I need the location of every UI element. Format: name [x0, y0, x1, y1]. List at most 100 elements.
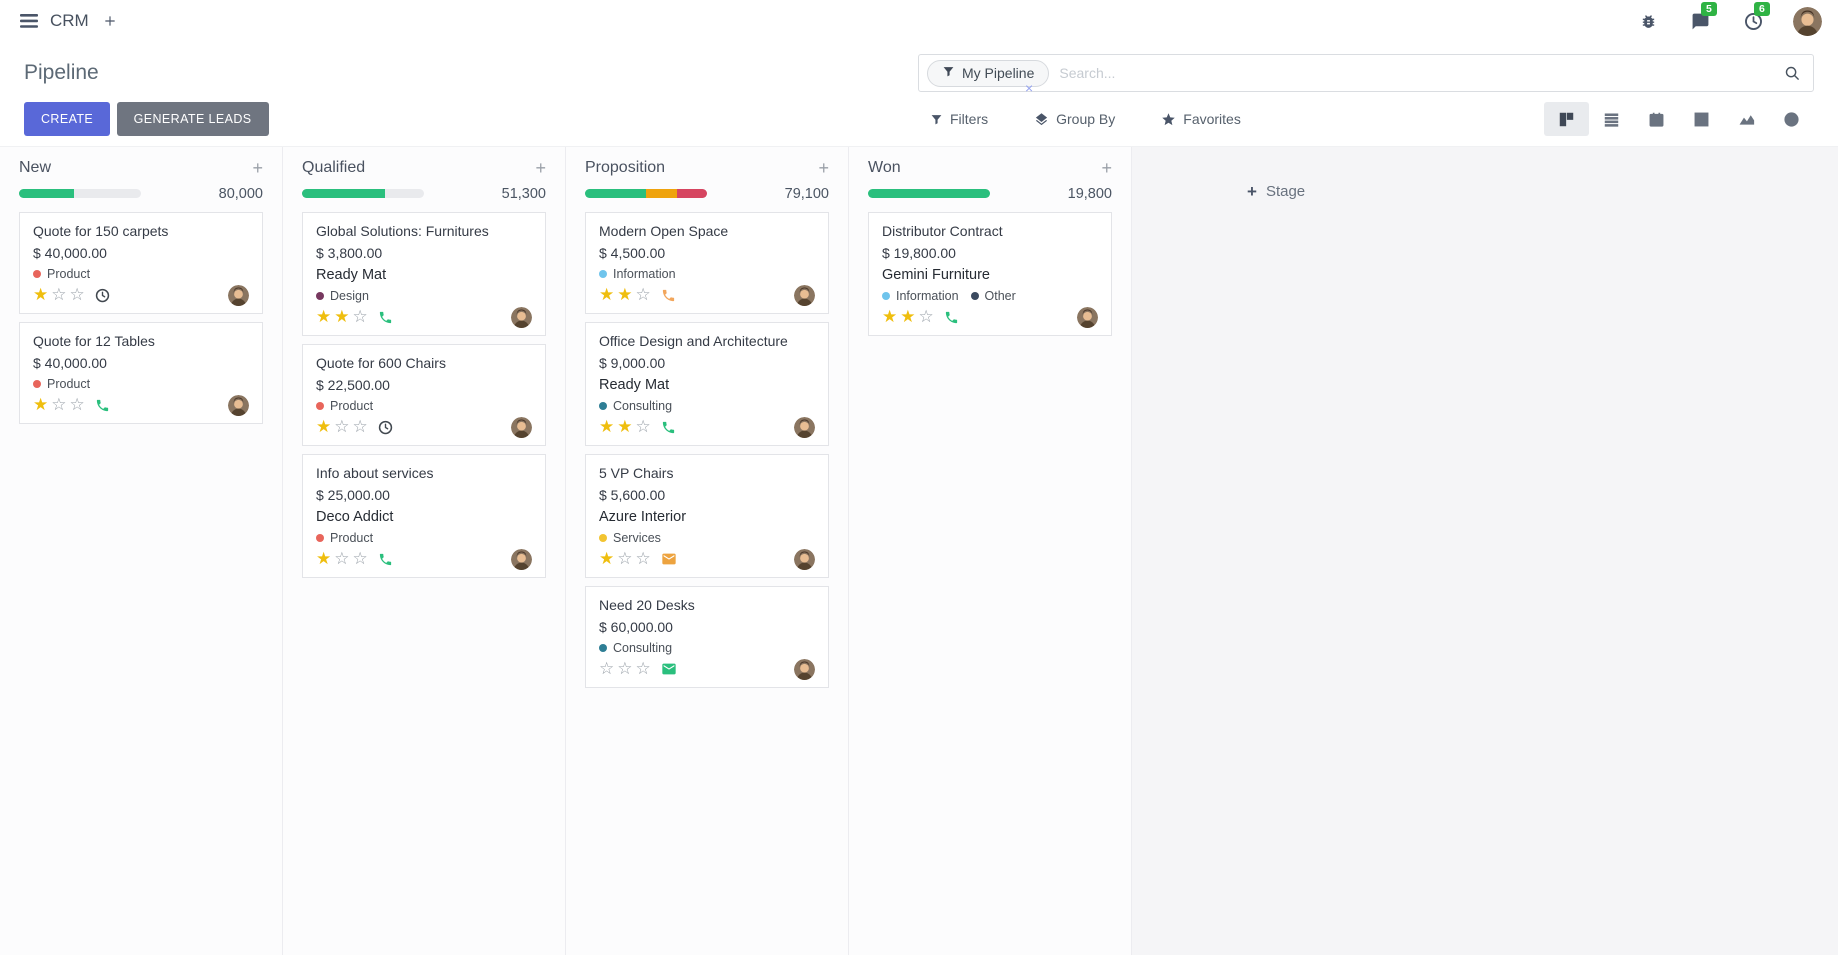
activity-phone-icon[interactable] — [378, 552, 393, 567]
activity-envelope-icon[interactable] — [661, 551, 677, 567]
star-empty-icon[interactable]: ☆ — [69, 395, 88, 414]
column-progressbar[interactable] — [585, 189, 707, 198]
group-by-menu[interactable]: Group By — [1034, 111, 1115, 127]
favorites-menu[interactable]: Favorites — [1161, 111, 1241, 127]
user-avatar[interactable] — [1793, 6, 1822, 36]
star-filled-icon[interactable]: ★ — [316, 417, 335, 436]
column-progressbar[interactable] — [19, 189, 141, 198]
priority-stars[interactable]: ★☆☆ — [33, 284, 88, 306]
salesperson-avatar[interactable] — [794, 284, 815, 306]
priority-stars[interactable]: ★☆☆ — [316, 548, 371, 570]
quick-create-icon[interactable]: + — [535, 158, 546, 178]
priority-stars[interactable]: ★☆☆ — [599, 548, 654, 570]
kanban-card[interactable]: Quote for 12 Tables $ 40,000.00 Product ★☆☆ — [19, 322, 263, 424]
quick-create-icon[interactable]: + — [818, 158, 829, 178]
star-empty-icon[interactable]: ☆ — [617, 659, 636, 678]
salesperson-avatar[interactable] — [794, 658, 815, 680]
quick-create-icon[interactable]: + — [252, 158, 263, 178]
star-empty-icon[interactable]: ☆ — [69, 285, 88, 304]
kanban-card[interactable]: Info about services $ 25,000.00 Deco Addic… — [302, 454, 546, 578]
salesperson-avatar[interactable] — [511, 306, 532, 328]
activity-phone-icon[interactable] — [661, 420, 676, 435]
salesperson-avatar[interactable] — [794, 548, 815, 570]
salesperson-avatar[interactable] — [511, 548, 532, 570]
star-empty-icon[interactable]: ☆ — [635, 549, 654, 568]
priority-stars[interactable]: ★★☆ — [882, 306, 937, 328]
salesperson-avatar[interactable] — [228, 284, 249, 306]
activity-phone-icon[interactable] — [378, 310, 393, 325]
star-filled-icon[interactable]: ★ — [617, 285, 636, 304]
star-empty-icon[interactable]: ☆ — [635, 659, 654, 678]
view-activity-icon[interactable] — [1769, 102, 1814, 136]
quick-create-icon[interactable]: + — [1101, 158, 1112, 178]
star-empty-icon[interactable]: ☆ — [51, 395, 70, 414]
activity-phone-icon[interactable] — [944, 310, 959, 325]
column-progressbar[interactable] — [302, 189, 424, 198]
activity-phone-icon[interactable] — [661, 288, 676, 303]
salesperson-avatar[interactable] — [228, 394, 249, 416]
view-list-icon[interactable] — [1589, 102, 1634, 136]
star-empty-icon[interactable]: ☆ — [352, 307, 371, 326]
star-empty-icon[interactable]: ☆ — [51, 285, 70, 304]
star-empty-icon[interactable]: ☆ — [352, 549, 371, 568]
kanban-card[interactable]: Distributor Contract $ 19,800.00 Gemini Fu… — [868, 212, 1112, 336]
star-filled-icon[interactable]: ★ — [334, 307, 353, 326]
salesperson-avatar[interactable] — [794, 416, 815, 438]
star-filled-icon[interactable]: ★ — [33, 395, 52, 414]
view-calendar-icon[interactable] — [1634, 102, 1679, 136]
activity-phone-icon[interactable] — [95, 398, 110, 413]
facet-remove-icon[interactable]: × — [1025, 80, 1034, 96]
search-input[interactable] — [1049, 65, 1784, 81]
star-filled-icon[interactable]: ★ — [33, 285, 52, 304]
kanban-card[interactable]: Modern Open Space $ 4,500.00 Information ★★… — [585, 212, 829, 314]
star-empty-icon[interactable]: ☆ — [635, 417, 654, 436]
app-name[interactable]: CRM — [50, 11, 89, 30]
kanban-card[interactable]: Quote for 150 carpets $ 40,000.00 Product ★… — [19, 212, 263, 314]
priority-stars[interactable]: ★★☆ — [316, 306, 371, 328]
kanban-card[interactable]: Need 20 Desks $ 60,000.00 Consulting ☆☆☆ — [585, 586, 829, 688]
messages-button[interactable]: 5 — [1687, 1, 1717, 35]
generate-leads-button[interactable]: GENERATE LEADS — [116, 102, 269, 136]
star-filled-icon[interactable]: ★ — [900, 307, 919, 326]
priority-stars[interactable]: ★☆☆ — [316, 416, 371, 438]
kanban-card[interactable]: Global Solutions: Furnitures $ 3,800.00 Re… — [302, 212, 546, 336]
hamburger-menu-icon[interactable] — [16, 9, 42, 33]
view-pivot-icon[interactable] — [1679, 102, 1724, 136]
activity-clock-icon[interactable] — [95, 288, 110, 303]
star-empty-icon[interactable]: ☆ — [334, 417, 353, 436]
star-empty-icon[interactable]: ☆ — [352, 417, 371, 436]
view-kanban-icon[interactable] — [1544, 102, 1589, 136]
salesperson-avatar[interactable] — [511, 416, 532, 438]
star-filled-icon[interactable]: ★ — [316, 549, 335, 568]
star-filled-icon[interactable]: ★ — [316, 307, 335, 326]
star-empty-icon[interactable]: ☆ — [635, 285, 654, 304]
priority-stars[interactable]: ☆☆☆ — [599, 658, 654, 680]
salesperson-avatar[interactable] — [1077, 306, 1098, 328]
priority-stars[interactable]: ★★☆ — [599, 284, 654, 306]
search-icon[interactable] — [1784, 65, 1801, 82]
kanban-card[interactable]: 5 VP Chairs $ 5,600.00 Azure Interior Servi… — [585, 454, 829, 578]
star-filled-icon[interactable]: ★ — [617, 417, 636, 436]
kanban-card[interactable]: Office Design and Architecture $ 9,000.00… — [585, 322, 829, 446]
search-facet-my-pipeline[interactable]: My Pipeline — [927, 59, 1050, 87]
activity-envelope-icon[interactable] — [661, 661, 677, 677]
star-filled-icon[interactable]: ★ — [599, 417, 618, 436]
debug-bug-icon[interactable] — [1636, 9, 1661, 34]
view-graph-icon[interactable] — [1724, 102, 1769, 136]
star-filled-icon[interactable]: ★ — [599, 549, 618, 568]
priority-stars[interactable]: ★★☆ — [599, 416, 654, 438]
search-bar[interactable]: My Pipeline × — [918, 54, 1814, 96]
star-empty-icon[interactable]: ☆ — [918, 307, 937, 326]
star-empty-icon[interactable]: ☆ — [599, 659, 618, 678]
star-empty-icon[interactable]: ☆ — [334, 549, 353, 568]
activity-clock-icon[interactable] — [378, 420, 393, 435]
add-stage-button[interactable]: + Stage — [1247, 183, 1305, 200]
activities-button[interactable]: 6 — [1740, 1, 1770, 35]
kanban-card[interactable]: Quote for 600 Chairs $ 22,500.00 Product ★☆… — [302, 344, 546, 446]
add-tab-icon[interactable] — [99, 10, 121, 32]
create-button[interactable]: CREATE — [24, 102, 111, 136]
column-progressbar[interactable] — [868, 189, 990, 198]
filters-menu[interactable]: Filters — [930, 111, 988, 127]
priority-stars[interactable]: ★☆☆ — [33, 394, 88, 416]
star-filled-icon[interactable]: ★ — [599, 285, 618, 304]
